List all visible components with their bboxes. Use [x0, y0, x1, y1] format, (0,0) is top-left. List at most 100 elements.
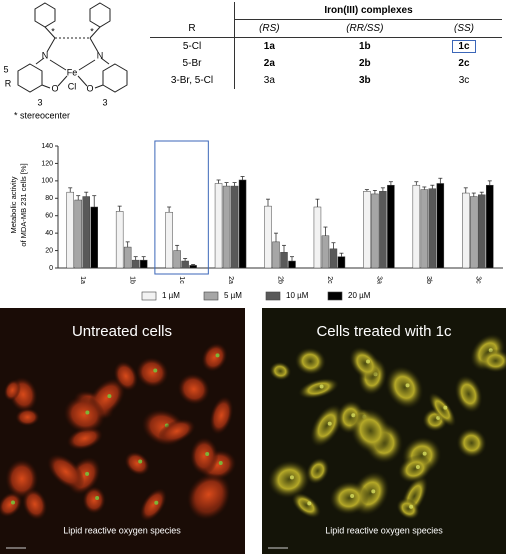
cell-spot: [443, 405, 448, 410]
cell-spot: [350, 494, 355, 499]
bar: [82, 196, 90, 269]
cell: [47, 453, 85, 490]
error-bar: [232, 182, 237, 187]
bar: [329, 248, 338, 269]
image-title: Untreated cells: [72, 323, 172, 340]
error-bar: [117, 205, 122, 212]
y-axis-title: of MDA-MB 231 cells [%]: [19, 163, 28, 246]
cell-spot: [138, 459, 143, 464]
cell: [456, 427, 487, 459]
error-bar: [125, 241, 130, 248]
cell: [385, 365, 424, 409]
cell: [329, 481, 369, 515]
cell: [479, 349, 506, 373]
atom-label: R: [5, 78, 12, 88]
cell-spot: [371, 489, 376, 494]
error-bar: [92, 195, 97, 207]
cell-spot: [366, 359, 371, 364]
bar: [288, 260, 296, 269]
error-bar: [479, 191, 484, 195]
bar: [371, 193, 379, 269]
error-bar: [372, 190, 377, 194]
cell: [189, 437, 219, 475]
bar: [478, 194, 486, 269]
atom-label: 3: [37, 97, 42, 107]
bar: [165, 211, 173, 269]
x-tick-label: 1c: [178, 276, 185, 284]
error-bar: [216, 179, 221, 184]
legend-swatch: [141, 291, 157, 301]
y-tick-label: 100: [41, 178, 53, 185]
highlight-box: [154, 140, 209, 275]
cell: [124, 451, 150, 476]
cell-spot: [409, 504, 414, 509]
cell-spot: [11, 500, 16, 505]
y-axis-title: Metabolic activity: [9, 176, 18, 233]
atom-label: 5: [3, 64, 8, 74]
error-bar: [463, 187, 468, 194]
cell-spot: [205, 451, 210, 456]
error-bar: [191, 264, 196, 266]
bar: [115, 211, 124, 269]
y-tick-label: 80: [45, 195, 53, 202]
error-bar: [422, 186, 427, 190]
table-cell: 2a: [263, 58, 275, 69]
error-bar: [175, 244, 180, 251]
atom-label: *: [90, 26, 94, 36]
y-tick-label: 120: [41, 160, 53, 167]
complex-table: Iron(III) complexes R (RS) (RR/SS) (SS) …: [150, 2, 502, 89]
bar: [363, 191, 371, 269]
error-bar: [414, 181, 419, 186]
atom-label: O: [51, 83, 58, 93]
bar: [189, 265, 197, 269]
cell-spot: [405, 383, 410, 388]
cell-spot: [215, 353, 220, 358]
cell: [3, 379, 21, 401]
cell: [22, 488, 48, 521]
table-cell: 2c: [458, 58, 470, 69]
cell: [294, 347, 327, 376]
cell: [350, 408, 392, 454]
atom-label: N: [97, 50, 104, 60]
table-group-header: Iron(III) complexes: [234, 2, 502, 20]
error-bar: [487, 180, 492, 186]
error-bar: [315, 198, 320, 207]
legend-swatch: [203, 291, 219, 301]
cell: [267, 460, 311, 499]
image-caption: Lipid reactive oxygen species: [63, 525, 181, 535]
cell: [186, 472, 231, 516]
bar: [214, 183, 223, 269]
table-cell: 3-Br, 5-Cl: [150, 72, 235, 89]
bar: [436, 183, 445, 269]
table-header: (RR/SS): [303, 19, 426, 38]
cell: [113, 361, 139, 392]
chart: Metabolic activity of MDA-MB 231 cells […: [9, 140, 503, 301]
cell-spot: [327, 421, 332, 426]
structure-legend: * stereocenter: [14, 110, 70, 120]
bar: [181, 260, 189, 269]
bar: [486, 184, 494, 269]
x-tick-label: 2a: [227, 276, 234, 284]
cell: [397, 454, 432, 483]
error-bar: [323, 226, 328, 236]
cell: [201, 342, 228, 372]
error-bar: [183, 258, 188, 262]
bar: [139, 259, 148, 269]
cell: [63, 395, 106, 434]
error-bar: [167, 206, 172, 213]
error-bar: [266, 198, 270, 207]
legend-label: 10 µM: [286, 291, 309, 300]
bar: [238, 179, 247, 269]
cell-spot: [289, 475, 294, 480]
cell: [66, 426, 103, 451]
error-bar: [240, 176, 245, 180]
cell-spot: [85, 410, 90, 415]
cell: [0, 491, 23, 518]
table-cell: 3b: [358, 75, 371, 86]
legend-label: 20 µM: [348, 291, 371, 300]
legend-label: 1 µM: [162, 291, 180, 300]
x-tick-label: 1b: [128, 276, 135, 284]
table-cell: 5-Br: [150, 55, 235, 72]
error-bar: [331, 242, 336, 249]
